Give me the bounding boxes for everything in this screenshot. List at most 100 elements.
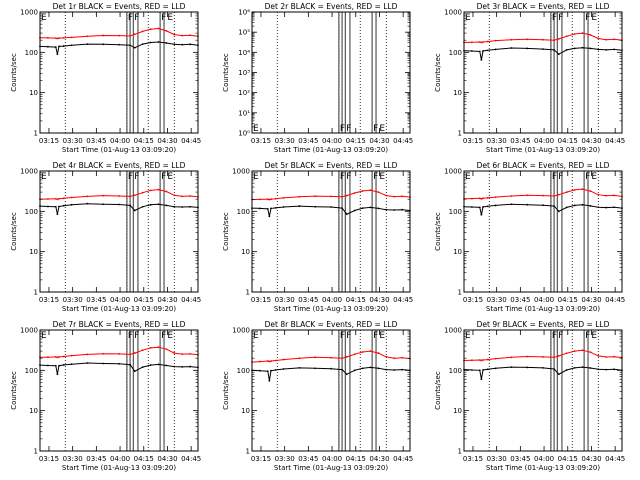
x-tick-label: 04:30 [369,137,389,145]
data-point [58,37,60,40]
x-tick-label: 04:45 [181,296,201,304]
data-point [526,366,529,369]
data-point [589,351,592,354]
data-point [385,368,388,371]
flag-marker: F [558,172,563,182]
data-point [266,207,269,210]
data-point [510,47,513,49]
data-point [557,373,560,376]
data-point [189,365,192,368]
data-point [86,353,89,356]
plot-frame [463,11,623,134]
y-tick-label: 10⁵ [238,29,250,37]
data-point [149,28,152,31]
data-point [141,366,144,369]
x-tick-label: 03:15 [251,296,271,304]
data-point [510,195,513,197]
x-tick-label: 04:30 [581,137,601,145]
data-point [274,197,277,200]
plot-frame [463,170,623,293]
flag-marker: F [585,13,590,23]
x-tick-label: 04:30 [369,455,389,463]
x-tick-label: 03:45 [86,296,106,304]
data-point [157,27,160,30]
data-point [471,197,473,200]
data-point [268,360,271,363]
data-point [70,203,73,206]
data-point [47,36,49,39]
data-point [613,206,615,209]
data-point [298,366,301,369]
data-point [314,367,317,370]
flag-marker: F [346,124,351,134]
data-point [542,366,544,369]
y-tick-label: 1000 [444,168,462,176]
data-point [62,45,65,47]
x-tick-label: 03:45 [86,455,106,463]
data-point [510,356,513,359]
data-point [573,188,576,191]
data-point [149,364,152,366]
data-point [62,197,65,200]
data-point [581,188,584,191]
data-point [553,195,555,197]
flag-marker: E [167,172,173,182]
x-tick-label: 03:15 [463,455,483,463]
data-point [133,194,136,197]
data-point [86,362,89,364]
x-tick-label: 03:45 [510,296,530,304]
flag-marker: F [128,172,133,182]
data-point [353,209,356,212]
x-tick-label: 04:15 [558,137,578,145]
chart-title: Det 8r BLACK = Events, RED = LLD [265,320,398,329]
data-point [526,355,529,358]
data-point [494,367,497,370]
x-tick-label: 03:45 [510,455,530,463]
data-point [70,354,73,357]
y-tick-label: 1000 [20,327,38,335]
y-tick-label: 10¹ [238,109,250,117]
data-point [581,203,584,206]
plot-frame [39,329,199,452]
data-point [597,368,600,371]
data-point [494,39,497,42]
data-point [393,195,396,198]
y-axis-label: Counts/sec [10,371,18,410]
data-point [478,359,481,361]
data-point [274,206,277,209]
data-point [471,50,473,52]
y-tick-label: 10⁶ [238,9,250,17]
y-tick-label: 1000 [232,168,250,176]
x-tick-label: 04:15 [134,296,154,304]
data-point [58,364,60,367]
data-point [494,204,497,207]
y-tick-label: 10 [29,89,38,97]
data-point [613,368,615,371]
y-tick-label: 10³ [238,69,250,77]
data-point [58,197,60,200]
x-tick-label: 04:45 [181,455,201,463]
data-point [369,366,372,369]
data-point [557,193,560,196]
data-point [377,367,380,370]
data-point [102,34,105,37]
data-point [377,191,380,193]
y-tick-label: 1 [34,448,38,456]
data-point [471,206,473,208]
series-line-events [39,41,199,55]
data-point [102,362,105,365]
x-tick-label: 04:45 [605,296,625,304]
data-point [557,38,560,40]
data-point [605,48,608,51]
data-point [58,356,60,358]
data-point [56,373,59,376]
data-point [165,42,168,44]
data-point [270,369,272,372]
data-point [480,198,483,200]
data-point [553,368,555,370]
data-point [478,206,481,209]
flag-marker: F [558,331,563,341]
flag-marker: F [161,13,166,23]
data-point [377,352,380,354]
